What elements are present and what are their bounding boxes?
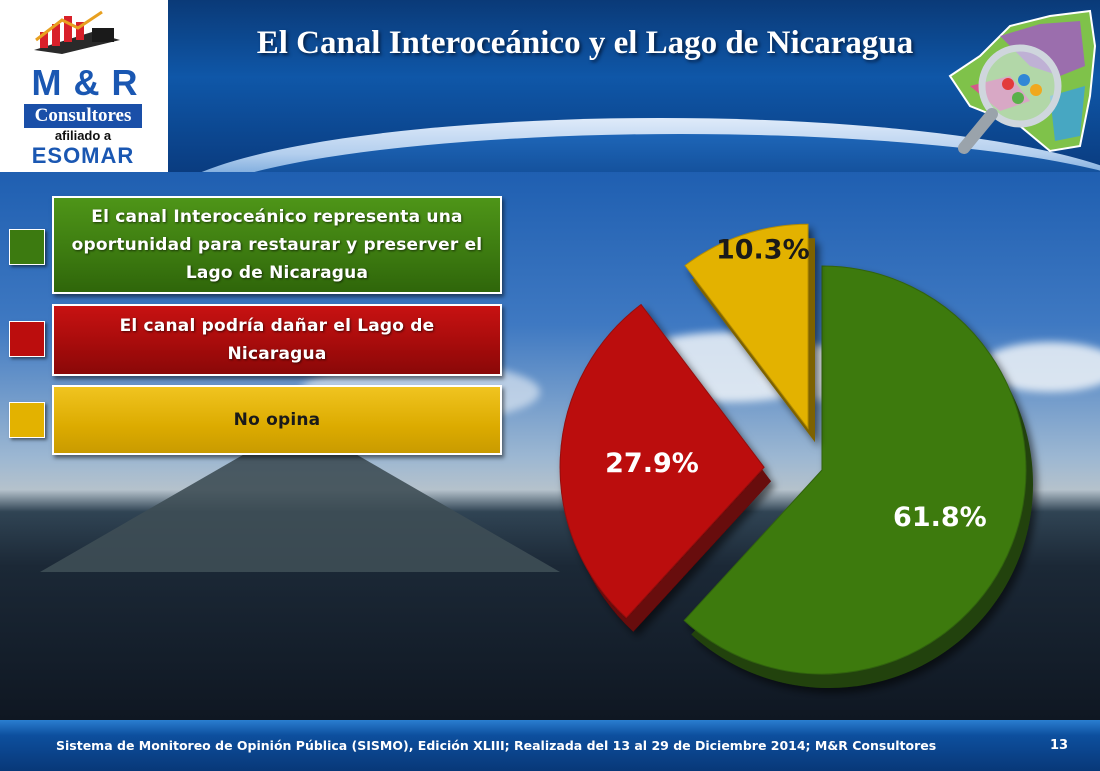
logo-brand: M & R bbox=[31, 62, 139, 103]
logo-name: Consultores bbox=[24, 104, 142, 128]
bar-chart-logo-icon bbox=[34, 10, 120, 54]
data-label-danar: 27.9% bbox=[605, 448, 699, 479]
slide-footer: Sistema de Monitoreo de Opinión Pública … bbox=[0, 720, 1100, 771]
page-number: 13 bbox=[1050, 738, 1069, 753]
pie-slice-no-opina bbox=[684, 223, 816, 443]
nicaragua-map-magnifier-icon bbox=[948, 9, 1097, 154]
pie-slice-oportunidad bbox=[683, 265, 1033, 688]
legend-swatch-red bbox=[9, 321, 45, 357]
legend-label-oportunidad: El canal Interoceánico representa una op… bbox=[71, 207, 483, 283]
logo-affiliation: afiliado a bbox=[54, 128, 112, 143]
legend-item-no-opina: No opina bbox=[52, 385, 502, 455]
slide-header: El Canal Interoceánico y el Lago de Nica… bbox=[0, 0, 1100, 172]
legend-swatch-yellow bbox=[9, 402, 45, 438]
data-label-no-opina: 10.3% bbox=[716, 234, 810, 265]
legend-label-danar: El canal podría dañar el Lago de Nicarag… bbox=[119, 316, 435, 364]
logo-association: ESOMAR bbox=[31, 143, 135, 168]
legend-label-no-opina: No opina bbox=[233, 410, 321, 430]
pie-slice-danar bbox=[559, 303, 772, 632]
footer-source: Sistema de Monitoreo de Opinión Pública … bbox=[56, 738, 937, 753]
legend-swatch-green bbox=[9, 229, 45, 265]
legend-item-danar: El canal podría dañar el Lago de Nicarag… bbox=[52, 304, 502, 376]
slide-title: El Canal Interoceánico y el Lago de Nica… bbox=[256, 25, 914, 61]
data-label-oportunidad: 61.8% bbox=[893, 502, 987, 533]
company-logo: M & R Consultores afiliado a ESOMAR bbox=[0, 0, 168, 172]
legend-item-oportunidad: El canal Interoceánico representa una op… bbox=[52, 196, 502, 294]
